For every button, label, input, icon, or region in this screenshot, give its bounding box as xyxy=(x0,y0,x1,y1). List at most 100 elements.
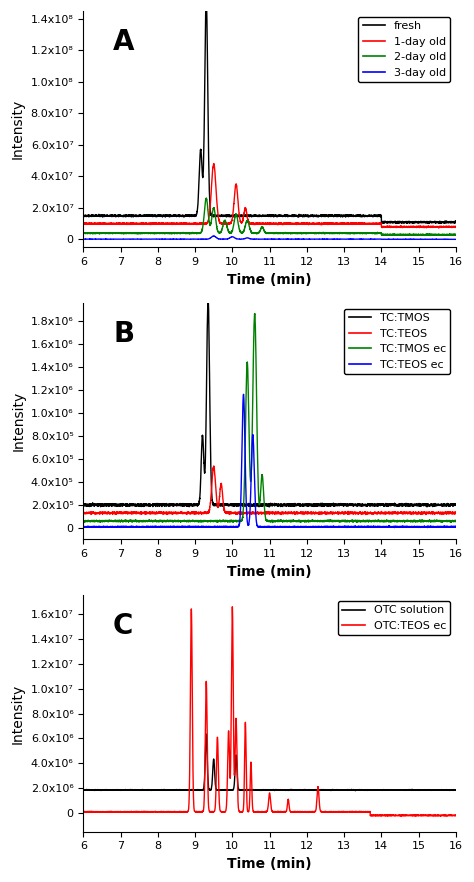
1-day old xyxy=(436,223,442,234)
Legend: OTC solution, OTC:TEOS ec: OTC solution, OTC:TEOS ec xyxy=(338,601,450,635)
TC:TMOS ec xyxy=(252,309,257,319)
2-day old xyxy=(148,228,154,238)
TC:TMOS xyxy=(266,502,272,512)
TC:TMOS ec xyxy=(223,515,228,526)
2-day old xyxy=(323,228,328,239)
fresh xyxy=(223,210,228,220)
Y-axis label: Intensity: Intensity xyxy=(11,99,25,160)
TC:TMOS ec xyxy=(453,516,459,527)
TC:TEOS xyxy=(387,508,392,519)
2-day old xyxy=(223,217,228,228)
3-day old xyxy=(323,234,328,244)
Text: B: B xyxy=(113,320,134,348)
TC:TEOS ec xyxy=(148,521,154,532)
fresh xyxy=(148,210,154,220)
OTC solution xyxy=(223,784,228,795)
TC:TEOS ec xyxy=(453,521,459,532)
TC:TEOS xyxy=(223,508,228,519)
TC:TEOS xyxy=(363,509,369,519)
TC:TMOS xyxy=(205,292,211,303)
TC:TEOS ec xyxy=(323,521,328,532)
Y-axis label: Intensity: Intensity xyxy=(11,392,25,452)
2-day old xyxy=(358,228,364,238)
OTC:TEOS ec xyxy=(81,806,86,817)
OTC:TEOS ec xyxy=(323,806,328,817)
TC:TMOS xyxy=(387,499,392,510)
OTC solution xyxy=(304,785,310,796)
3-day old xyxy=(211,230,217,241)
Line: fresh: fresh xyxy=(83,0,456,223)
1-day old xyxy=(323,219,328,229)
TC:TMOS xyxy=(223,500,228,511)
3-day old xyxy=(358,234,364,244)
OTC:TEOS ec xyxy=(358,806,364,817)
2-day old xyxy=(453,229,459,240)
2-day old xyxy=(304,228,310,239)
1-day old xyxy=(453,221,459,232)
TC:TEOS ec xyxy=(304,521,310,532)
TC:TMOS ec xyxy=(304,516,310,527)
1-day old xyxy=(387,221,392,232)
Line: TC:TEOS ec: TC:TEOS ec xyxy=(83,394,456,527)
fresh xyxy=(453,217,459,228)
TC:TMOS xyxy=(304,498,310,509)
2-day old xyxy=(387,229,392,240)
Line: OTC:TEOS ec: OTC:TEOS ec xyxy=(83,607,456,816)
OTC:TEOS ec xyxy=(383,811,388,821)
TC:TEOS xyxy=(304,507,310,518)
fresh xyxy=(323,210,328,220)
TC:TMOS xyxy=(81,499,86,510)
fresh xyxy=(203,0,209,3)
2-day old xyxy=(81,228,86,239)
Line: TC:TEOS: TC:TEOS xyxy=(83,466,456,514)
1-day old xyxy=(358,219,364,229)
OTC solution xyxy=(323,785,328,796)
2-day old xyxy=(203,193,209,204)
1-day old xyxy=(223,218,228,228)
TC:TEOS xyxy=(81,508,86,519)
3-day old xyxy=(148,234,154,244)
TC:TMOS xyxy=(453,499,459,510)
Line: 3-day old: 3-day old xyxy=(83,235,456,239)
OTC solution xyxy=(353,786,358,796)
3-day old xyxy=(387,234,392,244)
OTC:TEOS ec xyxy=(304,807,310,818)
TC:TEOS ec xyxy=(425,522,430,533)
TC:TEOS xyxy=(148,508,154,519)
TC:TMOS xyxy=(148,500,154,511)
TC:TEOS xyxy=(323,507,328,518)
OTC:TEOS ec xyxy=(387,811,392,821)
OTC solution xyxy=(453,785,459,796)
TC:TMOS ec xyxy=(359,516,365,527)
TC:TEOS ec xyxy=(223,521,228,532)
OTC solution xyxy=(148,784,154,795)
Y-axis label: Intensity: Intensity xyxy=(11,684,25,744)
TC:TEOS xyxy=(358,508,364,519)
TC:TEOS xyxy=(211,460,217,471)
TC:TMOS xyxy=(359,499,365,510)
fresh xyxy=(437,218,442,228)
fresh xyxy=(304,211,310,221)
TC:TMOS xyxy=(323,499,328,510)
TC:TEOS ec xyxy=(387,521,392,532)
TC:TMOS ec xyxy=(148,516,154,527)
1-day old xyxy=(211,158,217,168)
OTC solution xyxy=(387,785,392,796)
TC:TEOS ec xyxy=(241,389,246,400)
3-day old xyxy=(304,234,310,244)
1-day old xyxy=(148,218,154,228)
2-day old xyxy=(422,230,428,241)
Line: TC:TMOS: TC:TMOS xyxy=(83,297,456,507)
Legend: fresh, 1-day old, 2-day old, 3-day old: fresh, 1-day old, 2-day old, 3-day old xyxy=(358,17,450,82)
TC:TEOS xyxy=(453,508,459,519)
OTC solution xyxy=(359,785,365,796)
OTC:TEOS ec xyxy=(453,810,459,820)
1-day old xyxy=(81,219,86,229)
X-axis label: Time (min): Time (min) xyxy=(227,273,312,287)
X-axis label: Time (min): Time (min) xyxy=(227,564,312,579)
OTC:TEOS ec xyxy=(148,806,154,817)
Text: C: C xyxy=(113,612,134,640)
OTC solution xyxy=(203,729,209,739)
fresh xyxy=(81,210,86,220)
TC:TMOS ec xyxy=(323,515,328,526)
